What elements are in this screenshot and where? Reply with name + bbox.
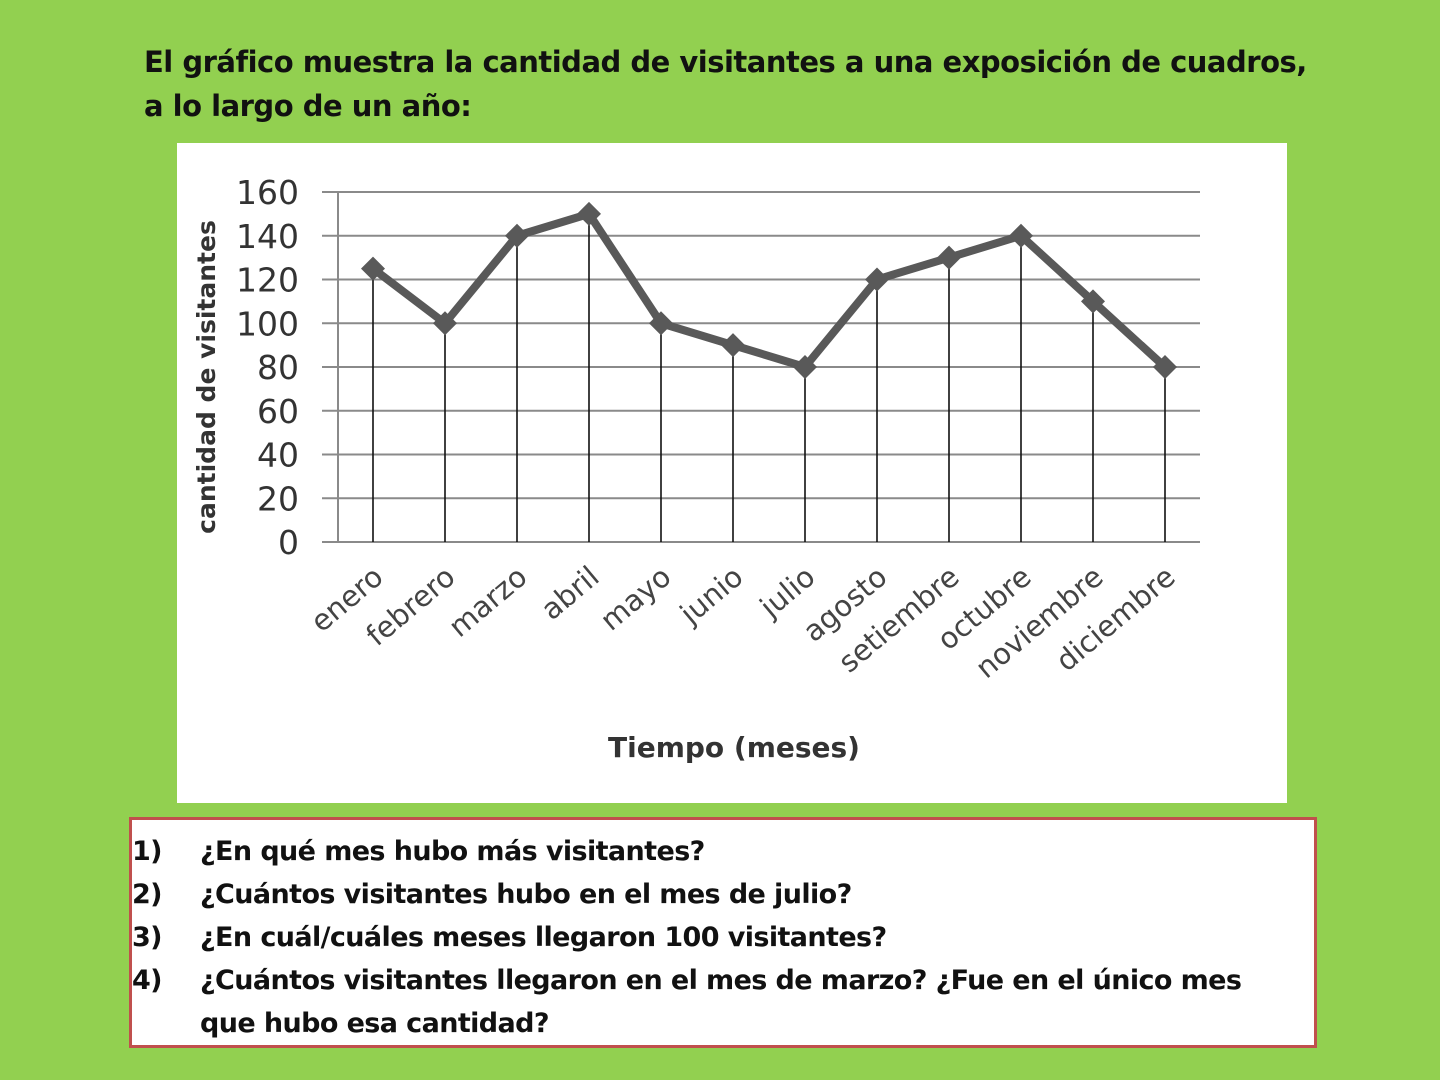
- y-tick-label: 160: [236, 173, 299, 212]
- data-point-marker: [361, 256, 385, 281]
- data-point-marker: [1081, 289, 1105, 314]
- data-point-marker: [865, 267, 889, 292]
- data-point-marker: [577, 201, 601, 226]
- x-tick-label: abril: [534, 559, 605, 626]
- data-line: [370, 209, 1168, 371]
- question-text: ¿Cuántos visitantes hubo en el mes de ju…: [200, 879, 852, 910]
- data-point-marker: [1009, 223, 1033, 248]
- question-text: ¿En cuál/cuáles meses llegaron 100 visit…: [200, 922, 887, 953]
- line-chart: 0 20 40 60 80 100 120 140 160 cantidad de visitan…: [192, 173, 1200, 764]
- x-tick-label: mayo: [594, 559, 678, 637]
- question-number: 1): [132, 836, 163, 867]
- page-title: El gráfico muestra la cantidad de visita…: [144, 45, 1307, 123]
- question-number: 4): [132, 965, 163, 996]
- chart-panel: 0 20 40 60 80 100 120 140 160 cantidad de visitan…: [177, 143, 1287, 803]
- question-number: 3): [132, 922, 163, 953]
- question-number: 2): [132, 879, 163, 910]
- y-tick-label: 0: [278, 523, 299, 562]
- x-tick-label: marzo: [442, 559, 534, 643]
- data-point-marker: [505, 223, 529, 248]
- y-tick-label: 100: [236, 304, 299, 343]
- y-tick-label: 140: [236, 217, 299, 256]
- question-text: ¿En qué mes hubo más visitantes?: [200, 836, 705, 867]
- question-3: 3) ¿En cuál/cuáles meses llegaron 100 vis…: [132, 916, 1314, 959]
- y-tick-label: 80: [257, 348, 299, 387]
- data-point-marker: [649, 311, 673, 336]
- y-tick-label: 40: [257, 436, 299, 475]
- data-point-marker: [1153, 355, 1177, 379]
- data-point-marker: [433, 311, 457, 336]
- x-tick-label: junio: [673, 559, 750, 631]
- questions-box: 1) ¿En qué mes hubo más visitantes? 2) ¿Cu…: [129, 817, 1317, 1048]
- y-axis-label: cantidad de visitantes: [192, 220, 221, 534]
- y-tick-label: 120: [236, 261, 299, 300]
- question-2: 2) ¿Cuántos visitantes hubo en el mes de …: [132, 873, 1314, 916]
- data-point-marker: [721, 333, 745, 358]
- x-axis-label: Tiempo (meses): [608, 731, 860, 764]
- question-text: ¿Cuántos visitantes llegaron en el mes d…: [200, 965, 1242, 1039]
- y-tick-label: 60: [257, 392, 299, 431]
- data-point-marker: [937, 245, 961, 270]
- y-tick-label: 20: [257, 479, 299, 518]
- question-4: 4) ¿Cuántos visitantes llegaron en el mes…: [132, 959, 1314, 1045]
- question-1: 1) ¿En qué mes hubo más visitantes?: [132, 830, 1314, 873]
- data-point-marker: [793, 355, 817, 379]
